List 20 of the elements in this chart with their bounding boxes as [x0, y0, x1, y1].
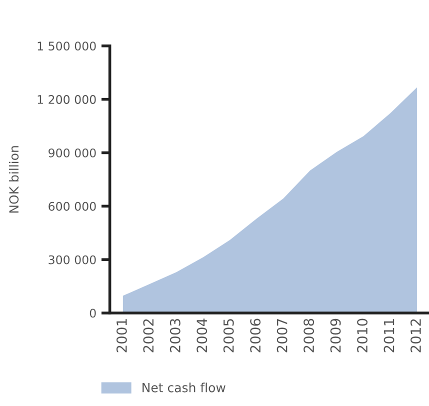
x-tick-label: 2001	[116, 319, 127, 352]
y-axis-title: NOK billion	[8, 146, 19, 213]
x-tick-label: 2010	[357, 318, 368, 352]
x-tick-label: 2009	[330, 318, 341, 352]
y-tick-label: 1 500 000	[38, 42, 96, 51]
x-tick-label: 2007	[276, 319, 288, 352]
legend-label: Net cash flow	[142, 382, 226, 392]
x-tick-label: 2011	[384, 319, 394, 352]
x-tick-label: 2002	[143, 319, 154, 352]
x-tick-label: 2004	[196, 318, 208, 352]
x-tick-label: 2005	[223, 319, 234, 352]
x-tick-label: 2012	[410, 319, 421, 352]
y-tick-label: 0	[90, 308, 96, 318]
y-tick-label: 1 200 000	[38, 95, 96, 104]
y-tick-label: 600 000	[48, 202, 96, 211]
x-tick-label: 2008	[304, 318, 314, 352]
y-tick-label: 900 000	[48, 148, 96, 158]
x-tick-label: 2006	[250, 318, 261, 352]
y-tick-label: 300 000	[48, 255, 96, 264]
x-tick-label: 2003	[170, 319, 180, 352]
